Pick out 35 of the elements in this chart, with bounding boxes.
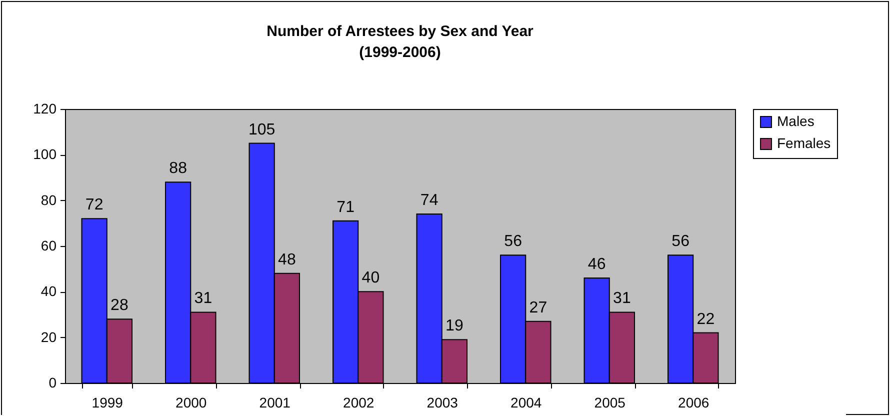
x-tick-label: 1999 [92,394,124,410]
data-label: 22 [696,310,715,328]
data-label: 31 [194,290,212,308]
data-label: 27 [529,299,548,316]
data-label: 48 [278,251,296,268]
x-tick-label: 2006 [678,394,710,410]
x-tick-label: 2005 [594,394,626,410]
x-tick-label: 2004 [510,394,542,410]
x-tick-label: 2001 [259,394,291,410]
y-tick-label: 80 [40,192,57,208]
data-label: 88 [169,160,188,178]
y-tick-label: 120 [33,100,57,116]
data-label: 71 [336,198,355,216]
chart-subtitle: (1999-2006) [359,44,441,61]
y-tick-label: 20 [40,328,57,345]
x-tick-label: 2003 [426,394,458,410]
data-label: 105 [248,121,276,138]
y-tick-label: 100 [33,146,57,162]
data-label: 74 [420,192,438,210]
x-tick-label: 2002 [343,394,374,410]
data-label: 40 [362,270,380,287]
y-tick-label: 0 [48,374,57,390]
data-label: 31 [613,290,631,308]
y-tick-label: 40 [40,283,57,300]
data-label: 46 [588,256,606,273]
legend-label: Females [777,135,831,151]
data-label: 56 [672,233,690,250]
y-tick-label: 60 [40,238,57,254]
legend-label: Males [777,113,814,129]
chart-title: Number of Arrestees by Sex and Year [266,23,534,40]
x-tick-label: 2000 [176,394,207,410]
data-label: 56 [504,233,522,250]
data-label: 28 [110,297,128,314]
data-label: 72 [85,196,104,214]
data-label: 19 [446,318,464,335]
